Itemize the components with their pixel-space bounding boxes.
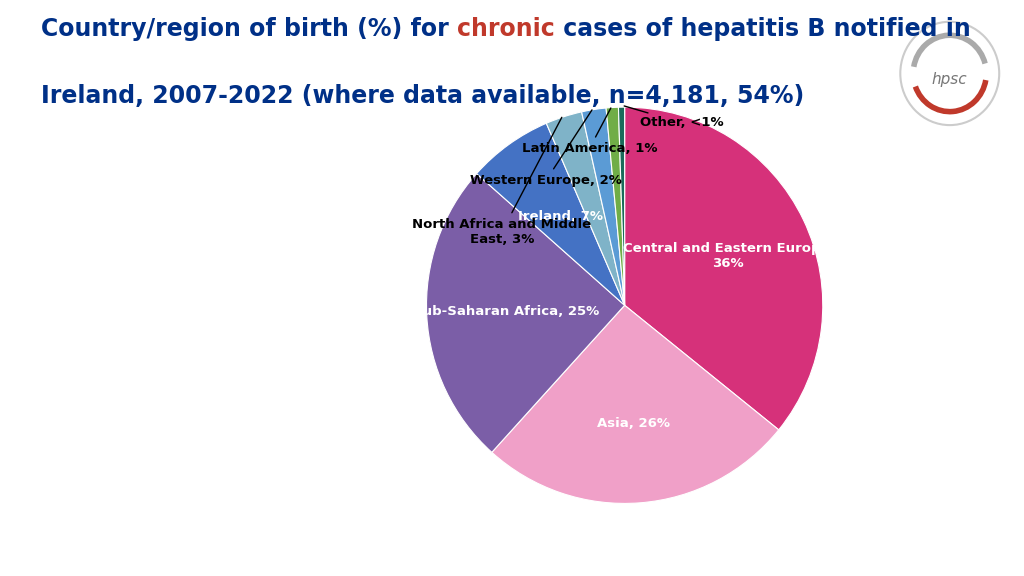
Text: Other, <1%: Other, <1% bbox=[625, 106, 724, 130]
Wedge shape bbox=[582, 108, 625, 305]
Text: Ireland, 7%: Ireland, 7% bbox=[518, 210, 603, 223]
Text: hpsc: hpsc bbox=[932, 71, 968, 86]
Text: North Africa and Middle
East, 3%: North Africa and Middle East, 3% bbox=[413, 118, 591, 246]
Text: Ireland, 2007-2022 (where data available, n=4,181, 54%): Ireland, 2007-2022 (where data available… bbox=[41, 84, 804, 108]
Wedge shape bbox=[427, 173, 625, 452]
Text: cases of hepatitis B notified in: cases of hepatitis B notified in bbox=[555, 17, 971, 41]
Wedge shape bbox=[618, 107, 625, 305]
Text: Country/region of birth (%) for: Country/region of birth (%) for bbox=[41, 17, 457, 41]
Wedge shape bbox=[492, 305, 778, 503]
Text: Western Europe, 2%: Western Europe, 2% bbox=[470, 110, 622, 187]
Text: Sub-Saharan Africa, 25%: Sub-Saharan Africa, 25% bbox=[413, 305, 599, 319]
Text: Central and Eastern Europe,
36%: Central and Eastern Europe, 36% bbox=[623, 242, 835, 270]
Wedge shape bbox=[606, 107, 625, 305]
Text: Asia, 26%: Asia, 26% bbox=[597, 417, 671, 430]
Text: Latin America, 1%: Latin America, 1% bbox=[521, 108, 657, 156]
Wedge shape bbox=[476, 123, 625, 305]
Text: chronic: chronic bbox=[457, 17, 555, 41]
Wedge shape bbox=[625, 107, 822, 430]
Wedge shape bbox=[547, 112, 625, 305]
